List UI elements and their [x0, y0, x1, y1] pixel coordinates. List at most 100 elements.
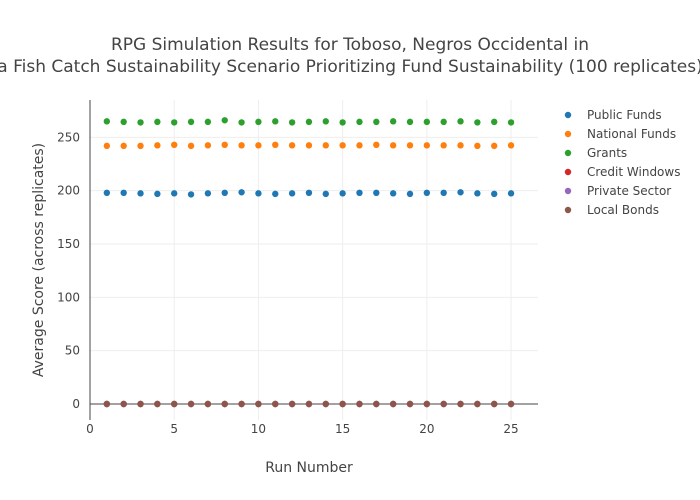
data-point: [221, 400, 228, 408]
data-point: [507, 190, 515, 197]
data-point: [120, 189, 127, 196]
data-point: [507, 400, 515, 408]
data-point: [204, 118, 212, 126]
data-point: [103, 189, 111, 196]
data-point: [423, 118, 431, 126]
data-point: [154, 190, 161, 198]
data-point: [187, 118, 195, 126]
data-point: [171, 119, 178, 126]
data-point: [373, 118, 380, 126]
y-tick-label: 250: [57, 130, 80, 144]
data-point: [356, 142, 363, 149]
data-point: [406, 142, 414, 149]
data-point: [137, 400, 144, 408]
data-point: [440, 118, 447, 126]
data-point: [272, 118, 279, 125]
data-point: [187, 191, 195, 198]
data-point: [288, 142, 296, 149]
legend-item[interactable]: Credit Windows: [564, 165, 681, 179]
data-points: [103, 117, 515, 408]
data-point: [507, 119, 515, 126]
legend-item[interactable]: Private Sector: [564, 184, 671, 198]
data-point: [171, 190, 178, 197]
legend-marker: [564, 168, 572, 176]
data-point: [187, 142, 195, 150]
data-point: [491, 142, 498, 150]
data-point: [103, 118, 111, 125]
data-point: [356, 118, 363, 126]
data-point: [373, 141, 380, 148]
data-point: [238, 189, 245, 196]
data-point: [339, 190, 346, 197]
data-point: [272, 400, 279, 408]
data-point: [288, 119, 296, 126]
legend-item[interactable]: Local Bonds: [564, 203, 659, 217]
data-point: [154, 400, 161, 408]
chart-title-line-1: RPG Simulation Results for Toboso, Negro…: [111, 35, 589, 55]
legend-label: Credit Windows: [587, 165, 680, 179]
x-tick-label: 5: [170, 422, 178, 436]
data-point: [322, 118, 329, 125]
data-point: [322, 400, 329, 408]
data-point: [305, 142, 313, 149]
series-grants: [103, 117, 515, 126]
data-point: [154, 142, 161, 149]
data-point: [255, 142, 262, 149]
data-point: [154, 118, 161, 126]
series-public-funds: [103, 189, 515, 198]
data-point: [406, 118, 414, 126]
data-point: [221, 117, 228, 124]
y-tick-label: 50: [65, 344, 80, 358]
x-tick-label: 0: [86, 422, 94, 436]
data-point: [457, 189, 464, 196]
x-tick-label: 20: [419, 422, 434, 436]
data-point: [339, 142, 346, 149]
data-point: [204, 400, 212, 408]
legend-label: Grants: [587, 146, 627, 160]
legend-label: National Funds: [587, 127, 676, 141]
data-point: [389, 400, 397, 408]
data-point: [305, 400, 313, 408]
data-point: [356, 189, 363, 196]
data-point: [339, 119, 346, 126]
legend-item[interactable]: National Funds: [564, 127, 676, 141]
data-point: [406, 190, 414, 198]
series-local-bonds: [103, 400, 515, 408]
data-point: [457, 118, 464, 125]
legend-label: Private Sector: [587, 184, 671, 198]
legend[interactable]: Public Funds National Funds Grants Credit W…: [564, 108, 681, 217]
data-point: [103, 142, 111, 150]
y-tick-label: 200: [57, 184, 80, 198]
data-point: [238, 119, 245, 126]
legend-item[interactable]: Public Funds: [564, 108, 662, 122]
data-point: [137, 142, 144, 150]
data-point: [474, 400, 481, 408]
legend-item[interactable]: Grants: [564, 146, 627, 160]
data-point: [171, 400, 178, 408]
data-point: [457, 400, 464, 408]
data-point: [373, 400, 380, 408]
data-point: [373, 189, 380, 196]
data-point: [137, 190, 144, 197]
data-point: [255, 118, 262, 126]
data-point: [305, 118, 313, 126]
data-point: [238, 400, 245, 408]
data-point: [221, 141, 228, 148]
data-point: [423, 400, 431, 408]
data-point: [288, 190, 296, 197]
x-tick-label: 10: [251, 422, 266, 436]
data-point: [221, 189, 228, 196]
data-point: [272, 141, 279, 148]
data-point: [507, 142, 515, 149]
data-point: [474, 142, 481, 150]
data-point: [238, 142, 245, 149]
data-point: [120, 142, 127, 150]
data-point: [491, 190, 498, 198]
data-point: [255, 400, 262, 408]
legend-label: Public Funds: [587, 108, 662, 122]
legend-marker: [564, 111, 572, 119]
chart-title-line-2: a Fish Catch Sustainability Scenario Pri…: [0, 57, 700, 77]
data-point: [171, 141, 178, 148]
